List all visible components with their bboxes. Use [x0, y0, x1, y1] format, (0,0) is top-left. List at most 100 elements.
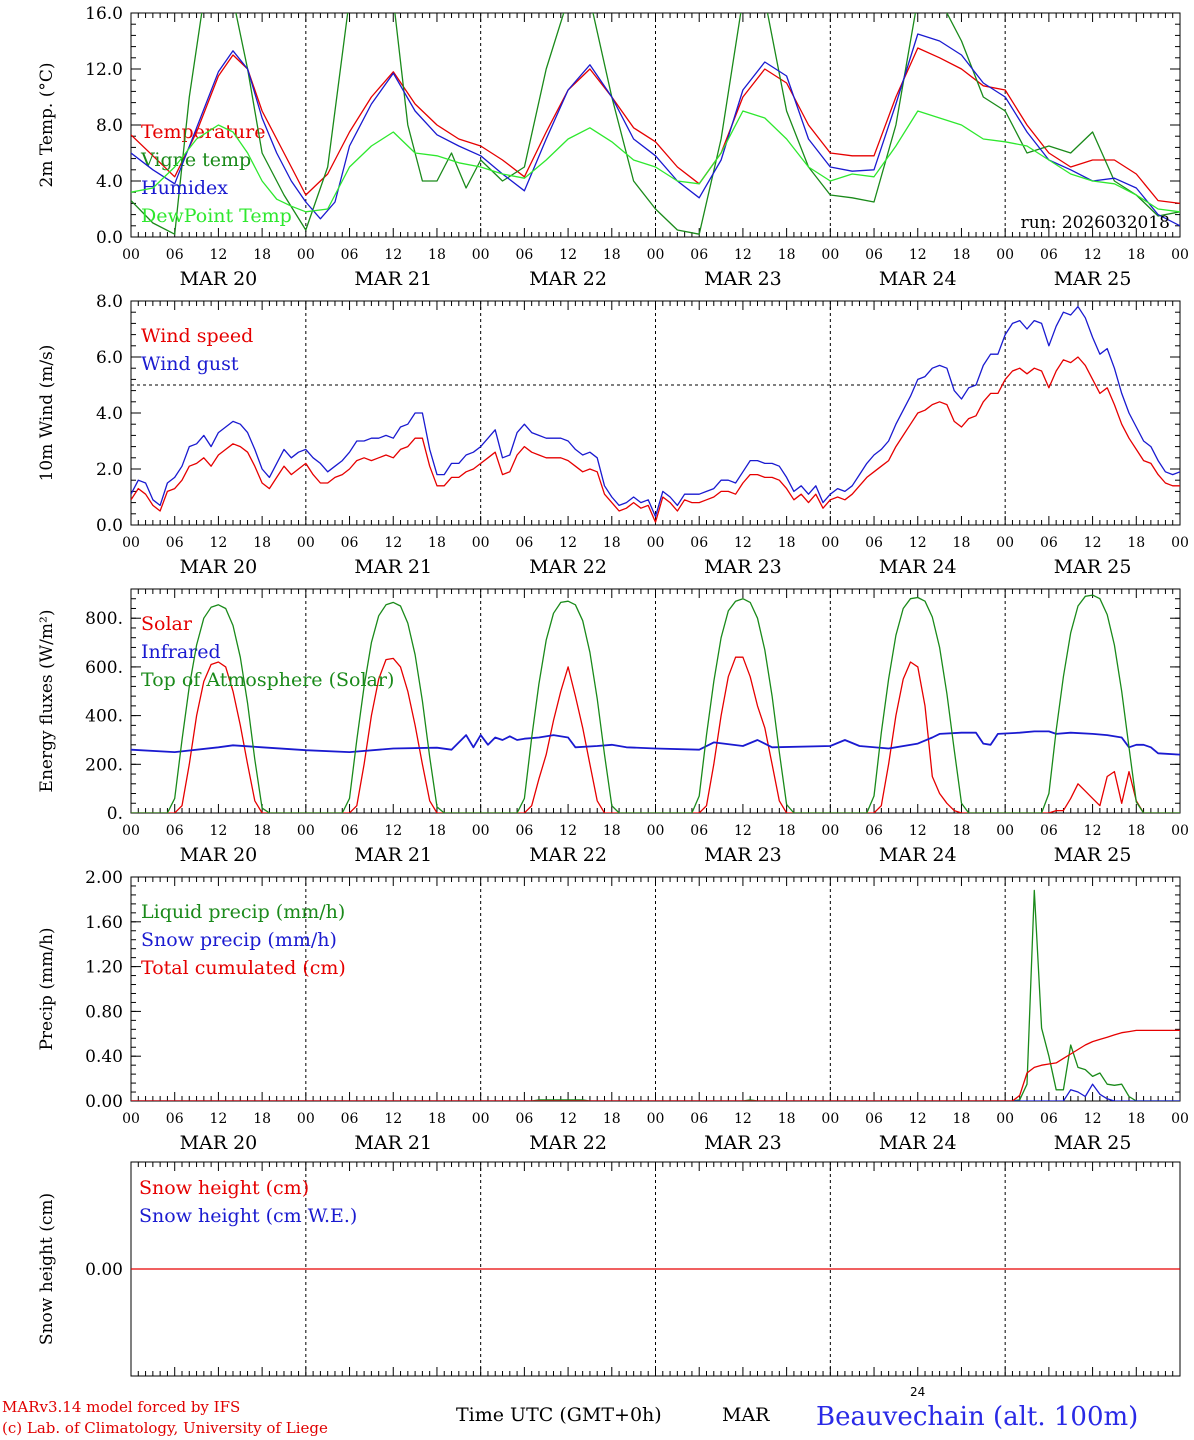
precip-x-hour-label: 00 — [122, 1111, 140, 1127]
temp-legend-2: Humidex — [141, 177, 228, 199]
temp-x-hour-label: 12 — [559, 247, 577, 263]
temp-x-day-label: MAR 22 — [529, 268, 607, 290]
energy-x-day-label: MAR 22 — [529, 844, 607, 866]
precip-x-hour-label: 00 — [472, 1111, 490, 1127]
temp-x-day-label: MAR 25 — [1054, 268, 1132, 290]
precip-y-tick-label: 2.00 — [85, 868, 123, 888]
precip-x-hour-label: 18 — [1127, 1111, 1145, 1127]
temp-x-hour-label: 12 — [210, 247, 228, 263]
precip-x-hour-label: 12 — [559, 1111, 577, 1127]
wind-series-0-line — [131, 356, 1180, 523]
energy-x-hour-label: 00 — [1171, 823, 1189, 839]
precip-x-hour-label: 18 — [778, 1111, 796, 1127]
precip-x-hour-label: 00 — [1171, 1111, 1189, 1127]
energy-series-1-line — [131, 730, 1180, 756]
temp-series-3-line — [131, 110, 1180, 213]
energy-series-0-line — [131, 656, 1180, 813]
energy-x-hour-label: 00 — [297, 823, 315, 839]
temp-x-hour-label: 12 — [1084, 247, 1102, 263]
precip-x-hour-label: 06 — [690, 1111, 708, 1127]
precip-panel: 0.00 0.40 0.80 1.20 1.60 2.00 Precip (mm/h) 00 0… — [37, 868, 1189, 1154]
lab-credit-text: (c) Lab. of Climatology, University of L… — [2, 1419, 328, 1437]
wind-x-hour-label: 00 — [996, 535, 1014, 551]
energy-x-hour-label: 00 — [996, 823, 1014, 839]
wind-x-hour-label: 00 — [821, 535, 839, 551]
precip-x-hour-label: 00 — [996, 1111, 1014, 1127]
precip-y-tick-label: 0.40 — [85, 1047, 123, 1067]
temp-x-hour-label: 00 — [821, 247, 839, 263]
energy-x-hour-label: 12 — [384, 823, 402, 839]
wind-x-hour-label: 18 — [603, 535, 621, 551]
energy-x-day-label: MAR 25 — [1054, 844, 1132, 866]
precip-x-day-label: MAR 23 — [704, 1132, 782, 1154]
precip-legend-1: Snow precip (mm/h) — [141, 929, 337, 951]
wind-series-1-line — [131, 305, 1180, 518]
temp-x-hour-label: 18 — [428, 247, 446, 263]
snow-panel: 0.00 Snow height (cm) Snow height (cm) Snow… — [37, 1161, 1181, 1377]
temp-x-hour-label: 12 — [384, 247, 402, 263]
precip-x-hour-label: 00 — [821, 1111, 839, 1127]
energy-x-hour-label: 06 — [690, 823, 708, 839]
wind-panel: 0.0 2.0 4.0 6.0 8.0 10m Wind (m/s) 00 06 12 18 00 0… — [37, 292, 1189, 578]
energy-y-tick-label: 800. — [85, 609, 123, 629]
wind-legend-0: Wind speed — [141, 325, 253, 347]
day-marker: 24 — [910, 1385, 926, 1399]
precip-x-hour-label: 12 — [909, 1111, 927, 1127]
precip-x-hour-label: 12 — [1084, 1111, 1102, 1127]
precip-x-hour-label: 12 — [210, 1111, 228, 1127]
temp-x-hour-label: 18 — [603, 247, 621, 263]
wind-y-tick-label: 8.0 — [96, 292, 123, 312]
temp-x-day-label: MAR 24 — [879, 268, 957, 290]
snow-y-axis-label: Snow height (cm) — [37, 1193, 57, 1345]
temp-x-day-label: MAR 21 — [354, 268, 432, 290]
wind-x-day-label: MAR 20 — [180, 556, 258, 578]
wind-x-hour-label: 06 — [515, 535, 533, 551]
precip-x-hour-label: 00 — [647, 1111, 665, 1127]
wind-x-hour-label: 12 — [210, 535, 228, 551]
temp-x-hour-label: 00 — [996, 247, 1014, 263]
temp-x-hour-label: 18 — [1127, 247, 1145, 263]
wind-x-day-label: MAR 23 — [704, 556, 782, 578]
energy-x-hour-label: 06 — [1040, 823, 1058, 839]
precip-series-0-line — [131, 889, 1180, 1101]
precip-x-day-label: MAR 25 — [1054, 1132, 1132, 1154]
temp-series-0-line — [131, 47, 1180, 205]
precip-x-hour-label: 12 — [384, 1111, 402, 1127]
precip-x-hour-label: 18 — [603, 1111, 621, 1127]
wind-x-hour-label: 18 — [778, 535, 796, 551]
energy-y-tick-label: 200. — [85, 755, 123, 775]
precip-series-2-line — [131, 1029, 1180, 1101]
precip-y-tick-label: 1.60 — [85, 913, 123, 933]
wind-x-hour-label: 00 — [472, 535, 490, 551]
energy-legend-1: Infrared — [141, 641, 221, 663]
precip-y-tick-label: 0.00 — [85, 1092, 123, 1112]
precip-x-hour-label: 18 — [253, 1111, 271, 1127]
temp-x-hour-label: 18 — [778, 247, 796, 263]
energy-x-hour-label: 18 — [1127, 823, 1145, 839]
temp-x-hour-label: 06 — [1040, 247, 1058, 263]
time-axis-title: Time UTC (GMT+0h) — [456, 1404, 662, 1426]
precip-x-day-label: MAR 22 — [529, 1132, 607, 1154]
temp-panel: 0.0 4.0 8.0 12.0 16.0 2m Temp. (°C) 00 06 12 18 00… — [37, 4, 1189, 290]
energy-x-day-label: MAR 23 — [704, 844, 782, 866]
energy-x-hour-label: 12 — [210, 823, 228, 839]
temp-x-hour-label: 12 — [734, 247, 752, 263]
precip-x-hour-label: 06 — [341, 1111, 359, 1127]
wind-y-tick-label: 2.0 — [96, 460, 123, 480]
precip-x-hour-label: 06 — [166, 1111, 184, 1127]
precip-x-hour-label: 00 — [297, 1111, 315, 1127]
precip-x-hour-label: 06 — [865, 1111, 883, 1127]
station-title: Beauvechain (alt. 100m) — [816, 1402, 1139, 1432]
energy-legend-0: Solar — [141, 613, 193, 635]
energy-x-hour-label: 06 — [865, 823, 883, 839]
energy-x-hour-label: 18 — [253, 823, 271, 839]
wind-x-hour-label: 06 — [1040, 535, 1058, 551]
temp-y-tick-label: 8.0 — [96, 116, 123, 136]
wind-x-hour-label: 06 — [341, 535, 359, 551]
month-label: MAR — [722, 1404, 770, 1426]
wind-x-hour-label: 00 — [122, 535, 140, 551]
wind-x-hour-label: 12 — [559, 535, 577, 551]
energy-legend-2: Top of Atmosphere (Solar) — [141, 669, 394, 691]
wind-x-day-label: MAR 21 — [354, 556, 432, 578]
